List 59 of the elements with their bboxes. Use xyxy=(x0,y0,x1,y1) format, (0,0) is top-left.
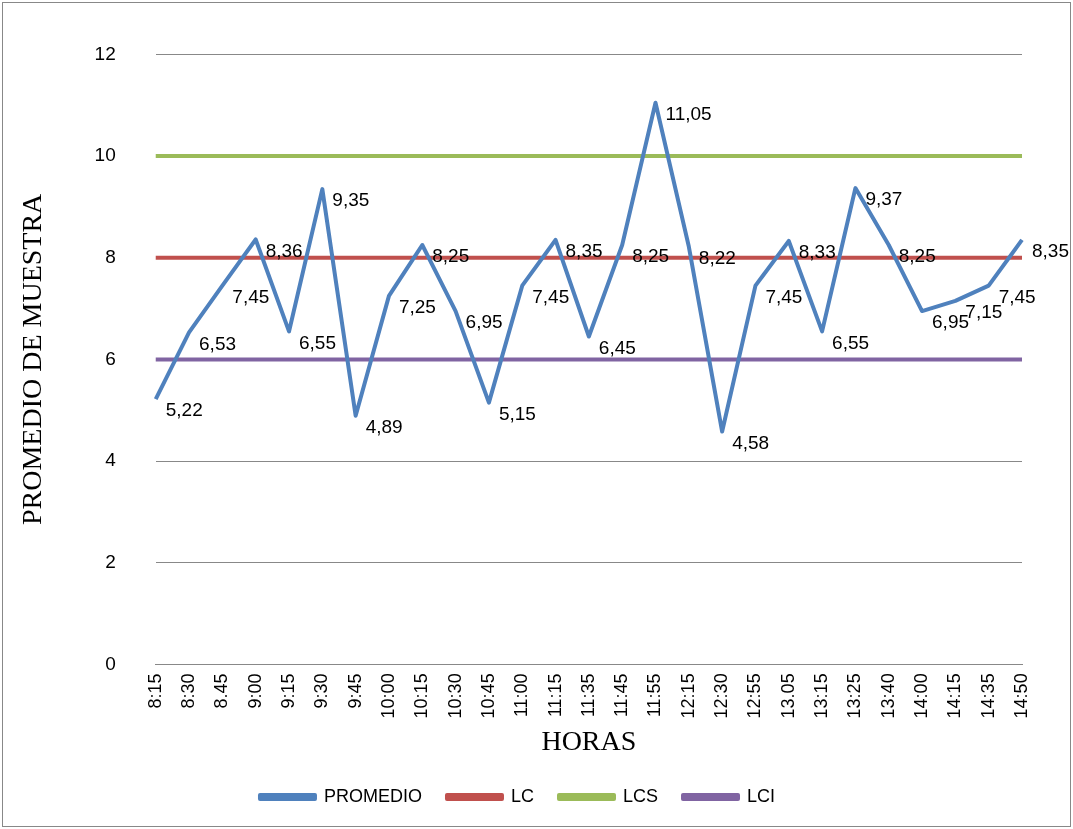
data-label: 7,45 xyxy=(765,285,803,307)
data-label: 7,45 xyxy=(232,285,270,307)
data-label: 7,25 xyxy=(398,296,436,318)
x-tick-label: 9:30 xyxy=(311,673,332,709)
x-tick-label: 13:25 xyxy=(844,673,865,719)
x-tick-label: 14:50 xyxy=(1010,673,1031,719)
data-label: 6,95 xyxy=(465,311,503,333)
x-tick-label: 10:15 xyxy=(411,673,432,719)
data-label: 5,15 xyxy=(498,402,536,424)
legend-label: LCS xyxy=(623,785,659,806)
x-tick-label: 9:45 xyxy=(344,673,365,709)
y-tick-label: 12 xyxy=(94,42,116,64)
data-label: 9,35 xyxy=(332,189,370,211)
x-tick-label: 13:15 xyxy=(811,673,832,719)
x-tick-label: 14:15 xyxy=(944,673,965,719)
data-label: 11,05 xyxy=(665,102,712,124)
data-label: 7,45 xyxy=(532,285,570,307)
x-tick-label: 11:45 xyxy=(611,673,632,718)
x-tick-label: 12:15 xyxy=(677,673,698,719)
y-tick-label: 2 xyxy=(105,550,116,572)
x-tick-label: 13:40 xyxy=(877,673,898,719)
data-label: 5,22 xyxy=(165,399,203,421)
y-tick-label: 8 xyxy=(105,245,116,267)
x-tick-label: 9:15 xyxy=(277,673,298,709)
x-tick-label: 13.05 xyxy=(777,673,798,719)
x-tick-label: 12:30 xyxy=(711,673,732,719)
data-label: 4,58 xyxy=(732,431,770,453)
x-tick-label: 14:35 xyxy=(977,673,998,719)
data-label: 8,35 xyxy=(565,240,603,262)
y-tick-label: 6 xyxy=(105,347,116,369)
x-tick-label: 11:00 xyxy=(511,673,532,718)
y-axis-title: PROMEDIO DE MUESTRA xyxy=(16,192,48,526)
x-tick-label: 11:35 xyxy=(577,673,598,718)
data-label: 6,53 xyxy=(199,332,237,354)
data-label: 6,55 xyxy=(832,331,870,353)
data-label: 8,36 xyxy=(265,239,303,261)
x-tick-label: 12:55 xyxy=(744,673,765,719)
x-axis-title: HORAS xyxy=(541,724,637,756)
data-label: 4,89 xyxy=(365,416,403,438)
x-tick-label: 8:15 xyxy=(144,673,165,709)
x-tick-label: 8.45 xyxy=(211,673,232,709)
legend-label: LCI xyxy=(747,785,776,806)
legend-label: PROMEDIO xyxy=(323,785,422,806)
x-tick-label: 10:30 xyxy=(444,673,465,719)
data-label: 8,35 xyxy=(1032,240,1069,262)
data-label: 6,55 xyxy=(299,331,336,353)
x-tick-label: 11:15 xyxy=(544,673,565,718)
legend-label: LC xyxy=(510,785,534,806)
x-tick-label: 10:00 xyxy=(377,673,398,719)
x-tick-label: 10:45 xyxy=(477,673,498,719)
y-tick-label: 4 xyxy=(105,449,117,471)
x-tick-label: 14:00 xyxy=(911,673,932,719)
x-tick-label: 11:55 xyxy=(644,673,665,718)
data-label: 9,37 xyxy=(865,188,903,210)
y-tick-label: 0 xyxy=(105,652,116,674)
x-tick-label: 9:00 xyxy=(244,673,265,709)
x-tick-label: 8:30 xyxy=(178,673,199,709)
data-label: 6,45 xyxy=(598,336,636,358)
y-tick-label: 10 xyxy=(94,144,116,166)
